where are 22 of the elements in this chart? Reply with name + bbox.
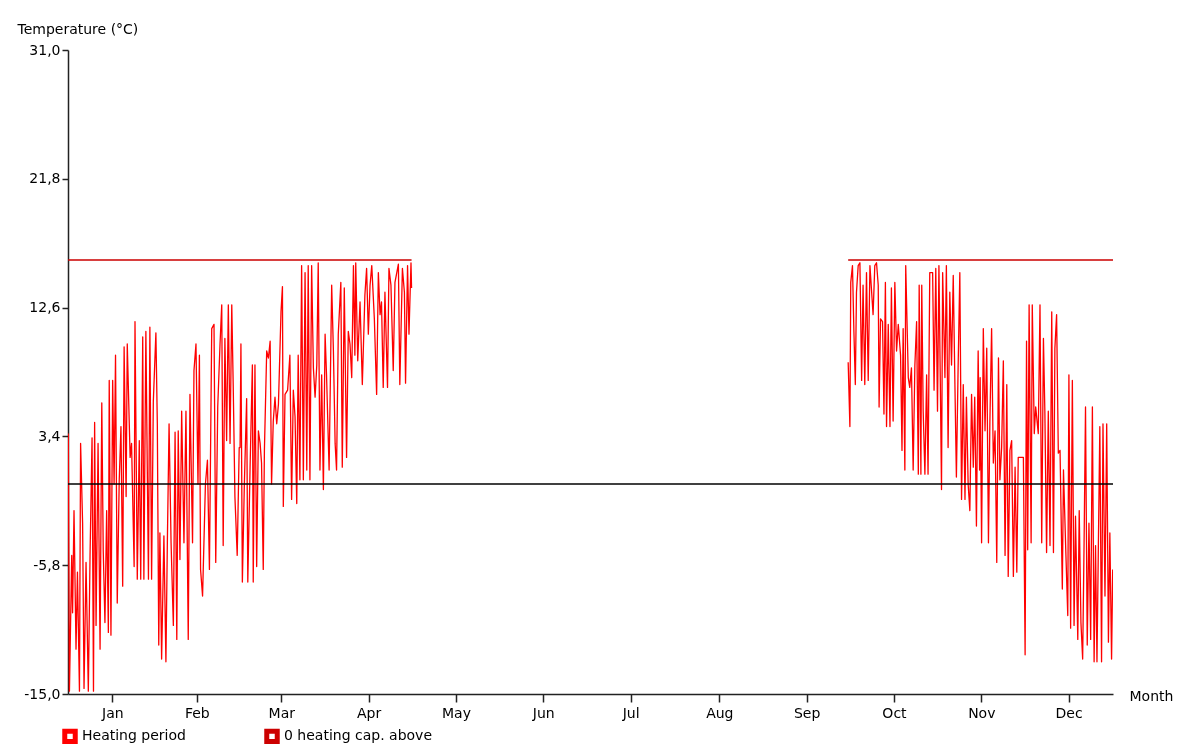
x-tick-label: Oct [882,704,908,721]
x-tick-label: May [441,704,471,721]
legend-label: Heating period [82,727,186,744]
y-tick-label: 12,6 [29,299,61,316]
x-tick-label: Jul [621,704,640,721]
y-tick-label: -5,8 [33,556,61,573]
x-tick-label: Dec [1055,704,1083,721]
legend-label: 0 heating cap. above [284,727,433,744]
x-tick-label: Mar [268,704,296,721]
y-axis-title: Temperature (°C) [16,20,139,37]
y-tick-label: 31,0 [29,41,61,58]
x-tick-label: Jan [101,704,124,721]
x-tick-label: Sep [793,704,821,721]
x-tick-label: Nov [968,704,996,721]
y-tick-label: 3,4 [38,427,61,444]
y-tick-label: 21,8 [29,170,61,187]
x-tick-label: Feb [184,704,210,721]
x-tick-label: Aug [706,704,734,721]
x-tick-label: Apr [357,704,382,721]
y-tick-label: -15,0 [24,685,61,702]
x-axis-title: Month [1129,687,1174,704]
x-tick-label: Jun [531,704,555,721]
